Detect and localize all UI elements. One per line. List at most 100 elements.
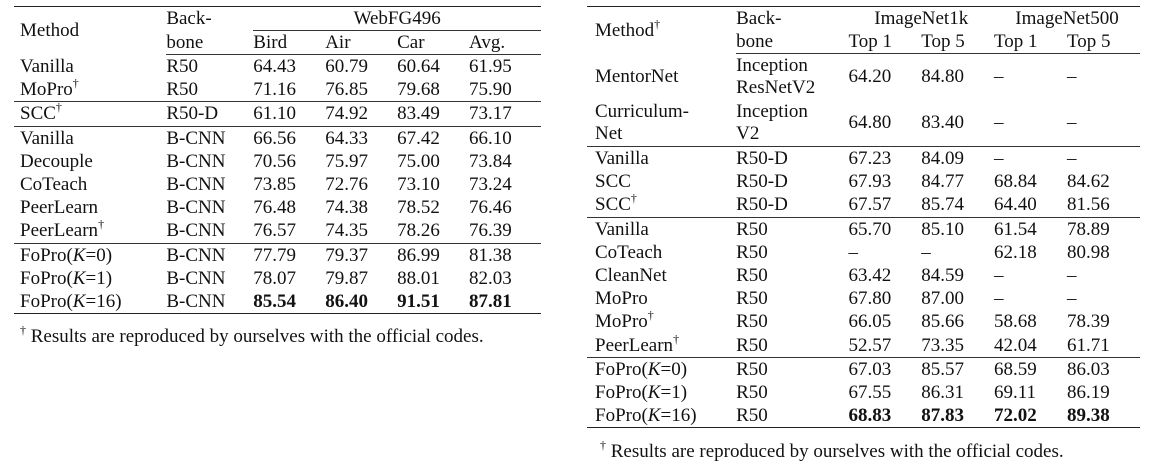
table-row: Vanilla B-CNN 66.56 64.33 67.42 66.10 bbox=[14, 125, 541, 150]
cell-method: FoPro(K=16) bbox=[587, 404, 737, 429]
cell-value: 65.70 bbox=[848, 216, 922, 241]
cell-method: SCC† bbox=[587, 192, 736, 217]
table-row: PeerLearn† R50 52.57 73.35 42.04 61.71 bbox=[587, 333, 1140, 358]
table-row: Vanilla R50 65.70 85.10 61.54 78.89 bbox=[587, 216, 1140, 241]
cell-value: 82.03 bbox=[469, 267, 512, 289]
cell-method: Vanilla bbox=[14, 125, 167, 150]
cell-backbone: R50 bbox=[166, 56, 199, 78]
cell-value: 61.71 bbox=[1066, 334, 1110, 356]
table-row: PeerLearn† B-CNN 76.57 74.35 78.26 76.39 bbox=[14, 218, 541, 243]
cell-value: 42.04 bbox=[994, 334, 1037, 356]
cell-method: Vanilla bbox=[587, 216, 737, 241]
backbone-line1: R50 bbox=[736, 405, 768, 427]
cell-value: 73.85 bbox=[253, 174, 297, 196]
cell-value: 60.64 bbox=[397, 56, 440, 78]
header-col-air: Air bbox=[325, 30, 398, 55]
method-name-line2: Net bbox=[595, 123, 623, 144]
imagenet-results-table: Method† Back- ImageNet1k ImageNet500 bon… bbox=[587, 6, 1140, 429]
cell-value: 85.66 bbox=[921, 311, 964, 333]
backbone-line1: R50 bbox=[736, 288, 768, 310]
method-name: PeerLearn bbox=[20, 197, 99, 219]
cell-value: – bbox=[848, 241, 859, 263]
cell-value: 58.68 bbox=[994, 311, 1037, 333]
cell-value: 62.18 bbox=[994, 241, 1037, 263]
method-name: PeerLearn bbox=[595, 334, 674, 356]
header-col-avg: Avg. bbox=[469, 30, 541, 55]
cell-value: 85.54 bbox=[253, 289, 326, 315]
left-footnote: † Results are reproduced by ourselves wi… bbox=[20, 324, 484, 348]
cell-backbone: R50 bbox=[736, 334, 848, 358]
backbone-line1: R50 bbox=[736, 241, 768, 263]
method-name: Decouple bbox=[20, 150, 93, 172]
cell-backbone: R50 bbox=[736, 264, 848, 287]
cell-value: 64.20 bbox=[848, 66, 892, 87]
table-row: MoPro† R50 66.05 85.66 58.68 78.39 bbox=[587, 309, 1140, 333]
method-name: SCC bbox=[20, 103, 56, 125]
table-row: MoPro R50 67.80 87.00 – – bbox=[587, 287, 1140, 310]
cell-value: 87.00 bbox=[921, 288, 964, 310]
method-name: CoTeach bbox=[20, 174, 88, 196]
cell-value: – bbox=[1066, 112, 1077, 133]
cell-method: CoTeach bbox=[14, 173, 166, 196]
cell-value: 64.33 bbox=[325, 125, 398, 150]
cell-backbone: R50 bbox=[736, 404, 849, 429]
cell-value: 75.97 bbox=[325, 150, 368, 172]
method-name: MentorNet bbox=[595, 65, 679, 87]
method-name: FoPro(K=1) bbox=[20, 267, 113, 289]
table-row: Decouple B-CNN 70.56 75.97 75.00 73.84 bbox=[14, 150, 541, 173]
method-name: PeerLearn bbox=[20, 220, 99, 242]
cell-value: – bbox=[994, 288, 1004, 310]
cell-value: 85.10 bbox=[921, 216, 994, 241]
cell-value: 85.57 bbox=[921, 356, 994, 381]
cell-value: 81.56 bbox=[1066, 194, 1110, 216]
cell-value: 60.79 bbox=[325, 56, 368, 78]
cell-backbone: R50 bbox=[736, 381, 848, 404]
cell-value: 63.42 bbox=[848, 265, 892, 287]
cell-value: 81.38 bbox=[469, 242, 541, 267]
table-row: FoPro(K=16) B-CNN 85.54 86.40 91.51 87.81 bbox=[14, 289, 541, 315]
cell-method: Curriculum- Net bbox=[587, 100, 736, 147]
dagger-mark: † bbox=[72, 76, 79, 91]
cell-value: 67.57 bbox=[848, 194, 892, 216]
table-row: SCC R50-D 67.93 84.77 68.84 84.62 bbox=[587, 170, 1140, 193]
backbone-line1: R50 bbox=[736, 358, 768, 380]
cell-value: 73.35 bbox=[921, 334, 964, 356]
method-name: Vanilla bbox=[595, 148, 649, 170]
method-name: CleanNet bbox=[595, 265, 667, 287]
table-row: FoPro(K=0) R50 67.03 85.57 68.59 86.03 bbox=[587, 356, 1140, 381]
cell-value: 76.46 bbox=[469, 197, 512, 219]
table-row: CleanNet R50 63.42 84.59 – – bbox=[587, 264, 1140, 287]
cell-value: 70.56 bbox=[253, 150, 297, 172]
cell-value: 83.49 bbox=[397, 101, 470, 127]
cell-value: 76.85 bbox=[325, 79, 368, 101]
cell-value: 69.11 bbox=[994, 381, 1037, 403]
cell-method: FoPro(K=1) bbox=[14, 267, 166, 290]
cell-value: 61.54 bbox=[994, 216, 1067, 241]
cell-value: 73.17 bbox=[469, 101, 541, 127]
header-group-imagenet1k: ImageNet1k bbox=[848, 6, 994, 30]
cell-method: FoPro(K=1) bbox=[587, 381, 736, 404]
cell-method: CleanNet bbox=[587, 264, 736, 287]
header-col-car: Car bbox=[397, 30, 470, 55]
table-row: FoPro(K=1) B-CNN 78.07 79.87 88.01 82.03 bbox=[14, 267, 541, 290]
cell-backbone: B-CNN bbox=[166, 289, 254, 315]
cell-value: 66.05 bbox=[848, 311, 892, 333]
table-row: CoTeach R50 – – 62.18 80.98 bbox=[587, 241, 1140, 264]
backbone-line1: R50-D bbox=[736, 194, 788, 216]
cell-value: – bbox=[921, 241, 931, 263]
cell-value: 87.83 bbox=[921, 404, 994, 429]
cell-method: MoPro† bbox=[587, 309, 736, 333]
backbone-line1: R50 bbox=[736, 265, 768, 287]
cell-value: 88.01 bbox=[397, 267, 440, 289]
table-row: CoTeach B-CNN 73.85 72.76 73.10 73.24 bbox=[14, 173, 541, 196]
cell-value: 76.39 bbox=[469, 220, 512, 242]
cell-value: 79.68 bbox=[397, 79, 440, 101]
cell-method: PeerLearn† bbox=[14, 218, 166, 243]
cell-value: 84.80 bbox=[921, 66, 964, 87]
header-group-webfg496: WebFG496 bbox=[253, 6, 541, 31]
table-row: Vanilla R50-D 67.23 84.09– – bbox=[587, 146, 1140, 171]
cell-backbone: R50-D bbox=[736, 170, 848, 193]
cell-value: 79.87 bbox=[325, 267, 368, 289]
cell-value: 75.00 bbox=[397, 150, 440, 172]
method-name: FoPro(K=16) bbox=[595, 405, 697, 427]
